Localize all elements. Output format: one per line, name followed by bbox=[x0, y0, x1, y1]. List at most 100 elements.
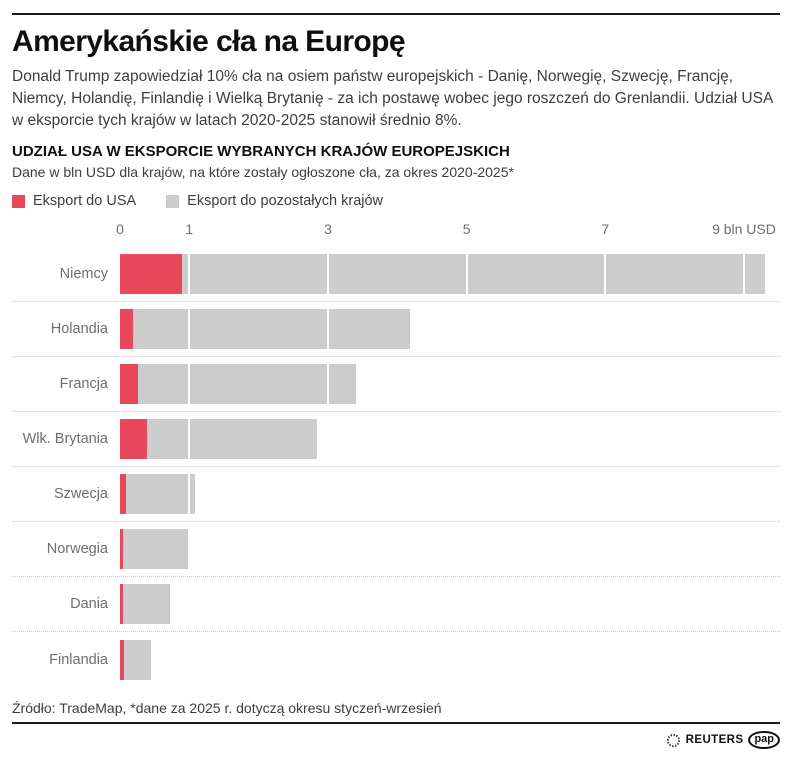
gridline bbox=[742, 529, 745, 569]
chart-heading: UDZIAŁ USA W EKSPORCIE WYBRANYCH KRAJÓW … bbox=[12, 143, 510, 160]
x-axis: 0 1 3 5 7 9 bln USD bbox=[116, 221, 780, 239]
chart-row: Norwegia bbox=[12, 522, 780, 577]
bar-area bbox=[120, 254, 780, 294]
row-label: Francja bbox=[59, 376, 108, 392]
bar-segment-usa bbox=[120, 529, 123, 569]
legend: Eksport do USA Eksport do pozostałych kra… bbox=[12, 193, 780, 209]
brand-footer: REUTERS pap bbox=[12, 731, 780, 749]
x-tick-label: 1 bbox=[185, 221, 194, 237]
gridline bbox=[188, 254, 191, 294]
row-label: Holandia bbox=[50, 321, 108, 337]
bar-segment-usa bbox=[120, 309, 134, 349]
legend-label: Eksport do pozostałych krajów bbox=[187, 193, 384, 209]
gridline bbox=[604, 419, 607, 459]
gridline bbox=[465, 474, 468, 514]
legend-label: Eksport do USA bbox=[33, 193, 137, 209]
gridline bbox=[188, 419, 191, 459]
x-tick-label: 9 bln USD bbox=[712, 221, 776, 237]
legend-item: Eksport do pozostałych krajów bbox=[166, 193, 383, 209]
row-label: Niemcy bbox=[59, 266, 108, 282]
infographic: Amerykańskie cła na Europę Donald Trump … bbox=[0, 13, 792, 749]
gridline bbox=[326, 254, 329, 294]
gridline bbox=[742, 309, 745, 349]
reuters-logo-icon bbox=[666, 733, 681, 748]
gridline bbox=[742, 584, 745, 624]
bar-segment-rest bbox=[182, 254, 765, 294]
gridline bbox=[742, 364, 745, 404]
row-label: Dania bbox=[70, 596, 108, 612]
gridline bbox=[604, 309, 607, 349]
row-label: Finlandia bbox=[49, 651, 108, 668]
gridline bbox=[326, 529, 329, 569]
chart-row: Dania bbox=[12, 577, 780, 632]
x-tick-label: 5 bbox=[462, 221, 471, 237]
gridline bbox=[604, 254, 607, 294]
gridline bbox=[188, 474, 191, 514]
gridline bbox=[742, 639, 745, 680]
bar-area bbox=[120, 584, 780, 624]
bar-segment-rest bbox=[122, 584, 170, 624]
gridline bbox=[465, 364, 468, 404]
gridline bbox=[742, 419, 745, 459]
gridline bbox=[604, 474, 607, 514]
gridline bbox=[188, 529, 191, 569]
row-label: Szwecja bbox=[54, 486, 108, 502]
chart-row: Holandia bbox=[12, 302, 780, 357]
gridline bbox=[465, 529, 468, 569]
gridline bbox=[465, 419, 468, 459]
reuters-wordmark: REUTERS bbox=[685, 734, 744, 746]
gridline bbox=[188, 364, 191, 404]
gridline bbox=[326, 419, 329, 459]
legend-swatch-icon bbox=[166, 194, 180, 208]
bar-area bbox=[120, 474, 780, 514]
gridline bbox=[188, 639, 191, 680]
bar-segment-usa bbox=[120, 584, 123, 624]
legend-swatch-icon bbox=[12, 194, 25, 208]
legend-item: Eksport do USA bbox=[12, 193, 136, 209]
bar-segment-rest bbox=[126, 474, 195, 514]
gridline bbox=[188, 309, 191, 349]
chart-row: Niemcy bbox=[12, 247, 780, 302]
gridline bbox=[604, 639, 607, 680]
bar-segment-usa bbox=[120, 419, 148, 459]
bar-segment-rest bbox=[124, 639, 152, 680]
intro-paragraph: Donald Trump zapowiedział 10% cła na osi… bbox=[12, 68, 773, 129]
gridline bbox=[465, 254, 468, 294]
bar-area bbox=[120, 529, 780, 569]
bar-area bbox=[120, 639, 780, 680]
chart-rows: Niemcy Holandia Francja Wlk. Brytania Szwecj… bbox=[12, 247, 780, 687]
gridline bbox=[742, 254, 745, 294]
bar-segment-rest bbox=[133, 309, 410, 349]
gridline bbox=[604, 364, 607, 404]
bar-segment-rest bbox=[138, 364, 356, 404]
bar-area bbox=[120, 364, 780, 404]
gridline bbox=[326, 639, 329, 680]
chart-row: Wlk. Brytania bbox=[12, 412, 780, 467]
bar-segment-rest bbox=[122, 529, 188, 569]
gridline bbox=[465, 639, 468, 680]
x-tick-label: 7 bbox=[601, 221, 610, 237]
top-divider bbox=[12, 13, 780, 15]
bar-area bbox=[120, 309, 780, 349]
gridline bbox=[326, 474, 329, 514]
bottom-divider bbox=[12, 722, 780, 724]
page-title: Amerykańskie cła na Europę bbox=[12, 25, 406, 58]
gridline bbox=[326, 364, 329, 404]
chart-row: Francja bbox=[12, 357, 780, 412]
bar-segment-rest bbox=[147, 419, 317, 459]
bar-area bbox=[120, 419, 780, 459]
bar-segment-usa bbox=[120, 364, 139, 404]
row-label: Norwegia bbox=[46, 541, 108, 557]
pap-logo: pap bbox=[748, 731, 780, 749]
gridline bbox=[465, 584, 468, 624]
gridline bbox=[742, 474, 745, 514]
bar-segment-usa bbox=[120, 474, 127, 514]
source-note: Źródło: TradeMap, *dane za 2025 r. dotyc… bbox=[12, 700, 442, 716]
chart-subheading: Dane w bln USD dla krajów, na które zost… bbox=[12, 164, 514, 180]
gridline bbox=[326, 309, 329, 349]
x-tick-label: 0 bbox=[116, 221, 124, 237]
bar-chart: 0 1 3 5 7 9 bln USD Niemcy Holandia Francja Wlk.… bbox=[12, 221, 780, 687]
x-tick-label: 3 bbox=[324, 221, 332, 237]
gridline bbox=[465, 309, 468, 349]
gridline bbox=[604, 584, 607, 624]
